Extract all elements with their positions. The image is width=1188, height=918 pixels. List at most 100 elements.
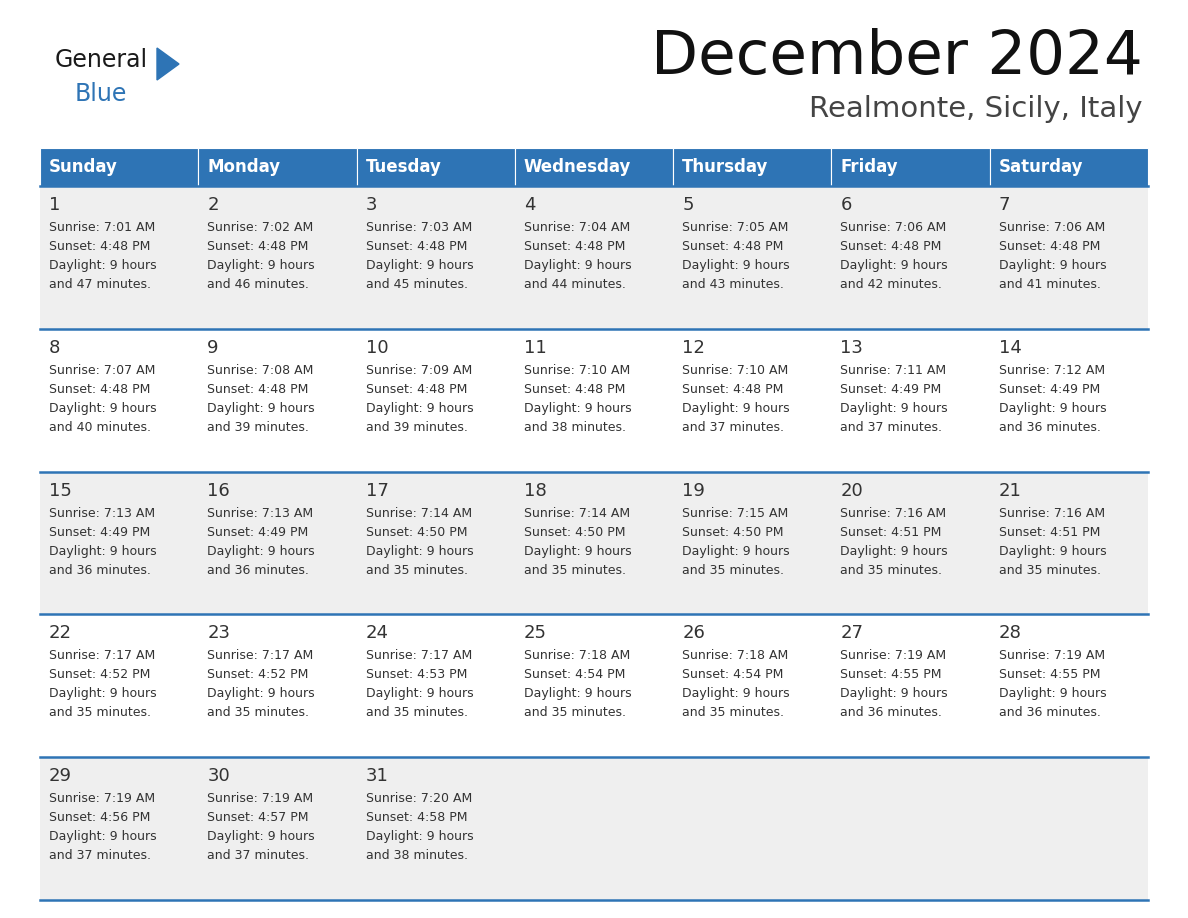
Text: 13: 13: [840, 339, 864, 357]
Text: Daylight: 9 hours: Daylight: 9 hours: [682, 544, 790, 557]
Text: Tuesday: Tuesday: [366, 158, 442, 176]
FancyBboxPatch shape: [40, 186, 1148, 329]
Text: Sunrise: 7:03 AM: Sunrise: 7:03 AM: [366, 221, 472, 234]
Text: 11: 11: [524, 339, 546, 357]
Text: Sunset: 4:48 PM: Sunset: 4:48 PM: [524, 240, 625, 253]
Text: and 44 minutes.: and 44 minutes.: [524, 278, 626, 291]
Text: Sunrise: 7:12 AM: Sunrise: 7:12 AM: [999, 364, 1105, 376]
Text: Sunset: 4:58 PM: Sunset: 4:58 PM: [366, 812, 467, 824]
Text: 12: 12: [682, 339, 704, 357]
Text: Daylight: 9 hours: Daylight: 9 hours: [524, 688, 632, 700]
Text: Sunset: 4:48 PM: Sunset: 4:48 PM: [366, 240, 467, 253]
Text: Sunset: 4:52 PM: Sunset: 4:52 PM: [207, 668, 309, 681]
Text: Sunrise: 7:20 AM: Sunrise: 7:20 AM: [366, 792, 472, 805]
Text: Daylight: 9 hours: Daylight: 9 hours: [49, 544, 157, 557]
Text: Thursday: Thursday: [682, 158, 769, 176]
Text: 15: 15: [49, 482, 72, 499]
FancyBboxPatch shape: [198, 148, 356, 186]
Text: Daylight: 9 hours: Daylight: 9 hours: [366, 402, 473, 415]
Text: Sunrise: 7:16 AM: Sunrise: 7:16 AM: [999, 507, 1105, 520]
Text: Sunrise: 7:19 AM: Sunrise: 7:19 AM: [49, 792, 156, 805]
Text: 3: 3: [366, 196, 377, 214]
Text: Sunrise: 7:06 AM: Sunrise: 7:06 AM: [840, 221, 947, 234]
Text: Sunrise: 7:10 AM: Sunrise: 7:10 AM: [524, 364, 630, 376]
Text: 21: 21: [999, 482, 1022, 499]
Text: Sunrise: 7:19 AM: Sunrise: 7:19 AM: [840, 649, 947, 663]
Text: Sunrise: 7:10 AM: Sunrise: 7:10 AM: [682, 364, 789, 376]
Text: Daylight: 9 hours: Daylight: 9 hours: [840, 688, 948, 700]
Text: Sunset: 4:48 PM: Sunset: 4:48 PM: [49, 383, 151, 396]
Text: Wednesday: Wednesday: [524, 158, 631, 176]
Text: Sunset: 4:53 PM: Sunset: 4:53 PM: [366, 668, 467, 681]
Text: Sunrise: 7:02 AM: Sunrise: 7:02 AM: [207, 221, 314, 234]
Text: 23: 23: [207, 624, 230, 643]
Text: and 38 minutes.: and 38 minutes.: [524, 420, 626, 434]
Text: 7: 7: [999, 196, 1010, 214]
Text: Sunset: 4:48 PM: Sunset: 4:48 PM: [524, 383, 625, 396]
Text: 18: 18: [524, 482, 546, 499]
Text: 26: 26: [682, 624, 704, 643]
Text: 5: 5: [682, 196, 694, 214]
Text: Daylight: 9 hours: Daylight: 9 hours: [840, 259, 948, 272]
Text: and 41 minutes.: and 41 minutes.: [999, 278, 1100, 291]
Text: Daylight: 9 hours: Daylight: 9 hours: [682, 259, 790, 272]
Text: Friday: Friday: [840, 158, 898, 176]
Text: Daylight: 9 hours: Daylight: 9 hours: [49, 402, 157, 415]
Text: and 35 minutes.: and 35 minutes.: [682, 706, 784, 720]
Text: and 35 minutes.: and 35 minutes.: [366, 706, 468, 720]
Text: Daylight: 9 hours: Daylight: 9 hours: [999, 259, 1106, 272]
Text: Sunset: 4:50 PM: Sunset: 4:50 PM: [682, 526, 784, 539]
Text: Sunrise: 7:16 AM: Sunrise: 7:16 AM: [840, 507, 947, 520]
Text: Daylight: 9 hours: Daylight: 9 hours: [524, 402, 632, 415]
Text: and 47 minutes.: and 47 minutes.: [49, 278, 151, 291]
Text: Sunrise: 7:18 AM: Sunrise: 7:18 AM: [524, 649, 630, 663]
Text: Sunset: 4:48 PM: Sunset: 4:48 PM: [207, 383, 309, 396]
Text: 25: 25: [524, 624, 546, 643]
Text: Daylight: 9 hours: Daylight: 9 hours: [840, 544, 948, 557]
Text: and 37 minutes.: and 37 minutes.: [207, 849, 309, 862]
Text: Daylight: 9 hours: Daylight: 9 hours: [366, 544, 473, 557]
Text: and 38 minutes.: and 38 minutes.: [366, 849, 468, 862]
Text: Sunset: 4:49 PM: Sunset: 4:49 PM: [999, 383, 1100, 396]
Text: Realmonte, Sicily, Italy: Realmonte, Sicily, Italy: [809, 95, 1143, 123]
Text: Daylight: 9 hours: Daylight: 9 hours: [840, 402, 948, 415]
Text: 6: 6: [840, 196, 852, 214]
Text: Sunset: 4:48 PM: Sunset: 4:48 PM: [207, 240, 309, 253]
Text: Daylight: 9 hours: Daylight: 9 hours: [207, 259, 315, 272]
Text: and 35 minutes.: and 35 minutes.: [49, 706, 151, 720]
Text: Daylight: 9 hours: Daylight: 9 hours: [524, 544, 632, 557]
Text: and 42 minutes.: and 42 minutes.: [840, 278, 942, 291]
FancyBboxPatch shape: [40, 757, 1148, 900]
Text: Sunrise: 7:17 AM: Sunrise: 7:17 AM: [366, 649, 472, 663]
Text: Sunset: 4:48 PM: Sunset: 4:48 PM: [682, 240, 784, 253]
Text: December 2024: December 2024: [651, 28, 1143, 87]
Text: Daylight: 9 hours: Daylight: 9 hours: [207, 544, 315, 557]
Text: Daylight: 9 hours: Daylight: 9 hours: [682, 688, 790, 700]
FancyBboxPatch shape: [40, 329, 1148, 472]
Text: and 46 minutes.: and 46 minutes.: [207, 278, 309, 291]
Text: Daylight: 9 hours: Daylight: 9 hours: [207, 402, 315, 415]
Text: and 37 minutes.: and 37 minutes.: [682, 420, 784, 434]
Text: Sunrise: 7:07 AM: Sunrise: 7:07 AM: [49, 364, 156, 376]
Text: Daylight: 9 hours: Daylight: 9 hours: [999, 688, 1106, 700]
Text: Daylight: 9 hours: Daylight: 9 hours: [366, 688, 473, 700]
Text: 29: 29: [49, 767, 72, 785]
Text: Sunset: 4:50 PM: Sunset: 4:50 PM: [366, 526, 467, 539]
Text: Sunday: Sunday: [49, 158, 118, 176]
Text: Daylight: 9 hours: Daylight: 9 hours: [49, 259, 157, 272]
Text: Daylight: 9 hours: Daylight: 9 hours: [524, 259, 632, 272]
Text: Sunset: 4:48 PM: Sunset: 4:48 PM: [366, 383, 467, 396]
Text: Sunrise: 7:06 AM: Sunrise: 7:06 AM: [999, 221, 1105, 234]
Text: Sunset: 4:54 PM: Sunset: 4:54 PM: [524, 668, 625, 681]
Text: Sunrise: 7:17 AM: Sunrise: 7:17 AM: [207, 649, 314, 663]
Polygon shape: [157, 48, 179, 80]
Text: 17: 17: [366, 482, 388, 499]
Text: and 36 minutes.: and 36 minutes.: [207, 564, 309, 577]
Text: Daylight: 9 hours: Daylight: 9 hours: [207, 830, 315, 844]
Text: Sunset: 4:51 PM: Sunset: 4:51 PM: [999, 526, 1100, 539]
Text: 1: 1: [49, 196, 61, 214]
Text: Daylight: 9 hours: Daylight: 9 hours: [49, 688, 157, 700]
Text: 8: 8: [49, 339, 61, 357]
Text: Sunset: 4:48 PM: Sunset: 4:48 PM: [840, 240, 942, 253]
Text: 14: 14: [999, 339, 1022, 357]
